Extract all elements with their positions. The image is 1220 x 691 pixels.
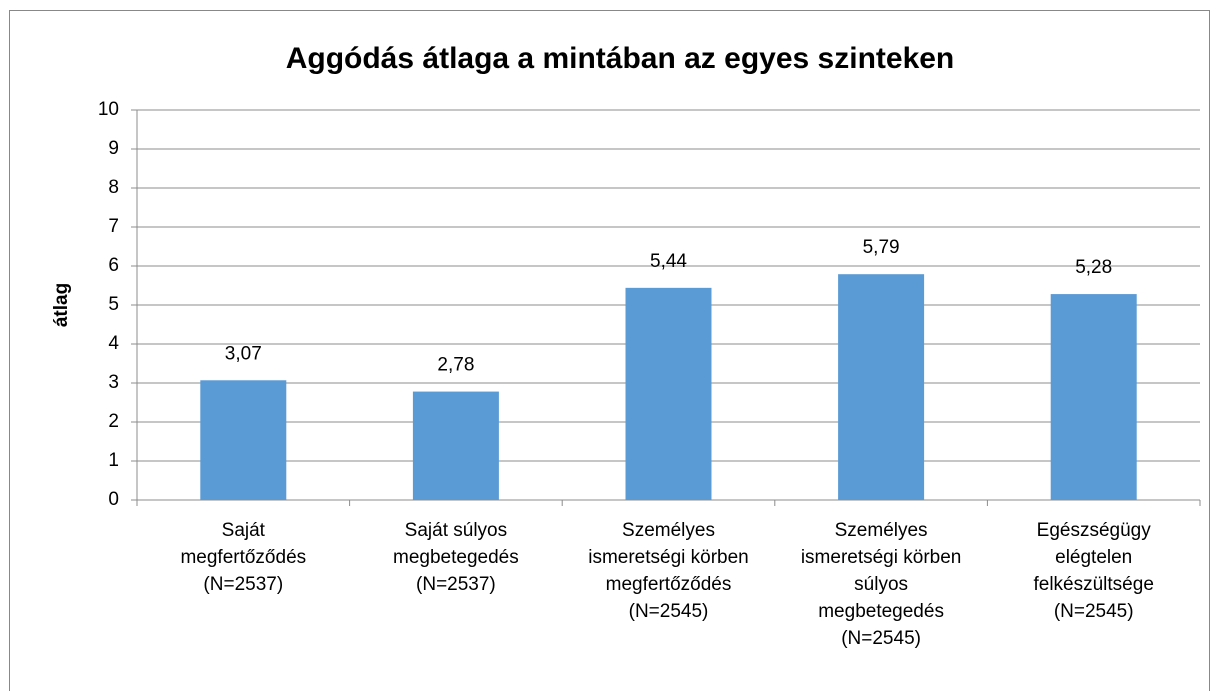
y-tick-label: 0 bbox=[108, 489, 119, 510]
y-tick-label: 8 bbox=[108, 177, 119, 198]
data-label: 5,79 bbox=[863, 237, 900, 258]
bar bbox=[200, 380, 287, 500]
data-label: 5,28 bbox=[1075, 257, 1112, 278]
chart-border bbox=[9, 10, 1210, 691]
bar bbox=[1050, 294, 1137, 500]
x-tick-label: Egészségügy elégtelen felkészültsége (N=254… bbox=[1033, 520, 1153, 622]
x-tick-label: Személyes ismeretségi körben megfertőződés… bbox=[588, 520, 749, 622]
y-tick-label: 1 bbox=[108, 450, 119, 471]
y-axis-label: átlag bbox=[51, 283, 72, 327]
chart-title: Aggódás átlaga a mintában az egyes szint… bbox=[286, 42, 955, 75]
x-tick-label: Saját megfertőződés (N=2537) bbox=[180, 520, 306, 595]
data-label: 2,78 bbox=[437, 355, 474, 376]
y-tick-label: 3 bbox=[108, 372, 119, 393]
bar bbox=[412, 391, 499, 500]
y-tick-label: 7 bbox=[108, 216, 119, 237]
y-tick-label: 5 bbox=[108, 294, 119, 315]
y-tick-label: 2 bbox=[108, 411, 119, 432]
data-label: 5,44 bbox=[650, 251, 687, 272]
bar bbox=[625, 287, 712, 500]
y-tick-label: 9 bbox=[108, 138, 119, 159]
x-tick-label: Személyes ismeretségi körben súlyos megbete… bbox=[801, 520, 962, 649]
y-tick-label: 4 bbox=[108, 333, 119, 354]
y-tick-label: 10 bbox=[98, 99, 119, 120]
y-tick-label: 6 bbox=[108, 255, 119, 276]
bar bbox=[838, 274, 925, 500]
x-tick-label: Saját súlyos megbetegedés (N=2537) bbox=[393, 520, 519, 595]
data-label: 3,07 bbox=[225, 343, 262, 364]
